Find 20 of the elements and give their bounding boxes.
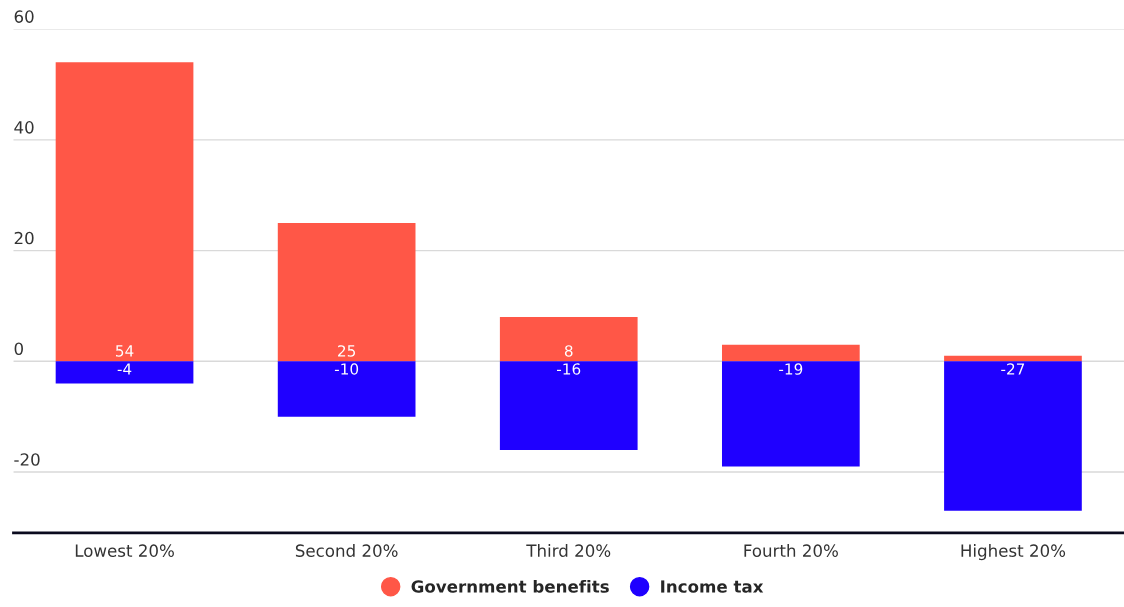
data-label: -16 xyxy=(557,363,581,375)
data-label: -19 xyxy=(779,363,803,375)
data-label: -4 xyxy=(117,363,132,375)
x-tick-label: Highest 20% xyxy=(961,544,1066,561)
y-tick-label: 0 xyxy=(14,342,23,356)
data-label: -27 xyxy=(1001,363,1025,375)
data-label: 8 xyxy=(564,345,573,357)
y-tick-label: 40 xyxy=(14,121,34,134)
y-tick-label: -20 xyxy=(14,453,40,466)
data-label: 54 xyxy=(116,345,134,357)
y-tick-label: 20 xyxy=(14,231,34,245)
x-tick-label: Lowest 20% xyxy=(75,544,174,557)
x-tick-label: Fourth 20% xyxy=(744,544,838,557)
x-tick-label: Second 20% xyxy=(295,544,398,557)
legend-label: Government benefits xyxy=(411,579,609,593)
y-tick-label: 60 xyxy=(14,10,34,23)
data-label: 25 xyxy=(338,345,356,357)
x-tick-label: Third 20% xyxy=(526,544,611,557)
data-label: -10 xyxy=(334,363,359,375)
legend-label: Income tax xyxy=(661,580,764,593)
